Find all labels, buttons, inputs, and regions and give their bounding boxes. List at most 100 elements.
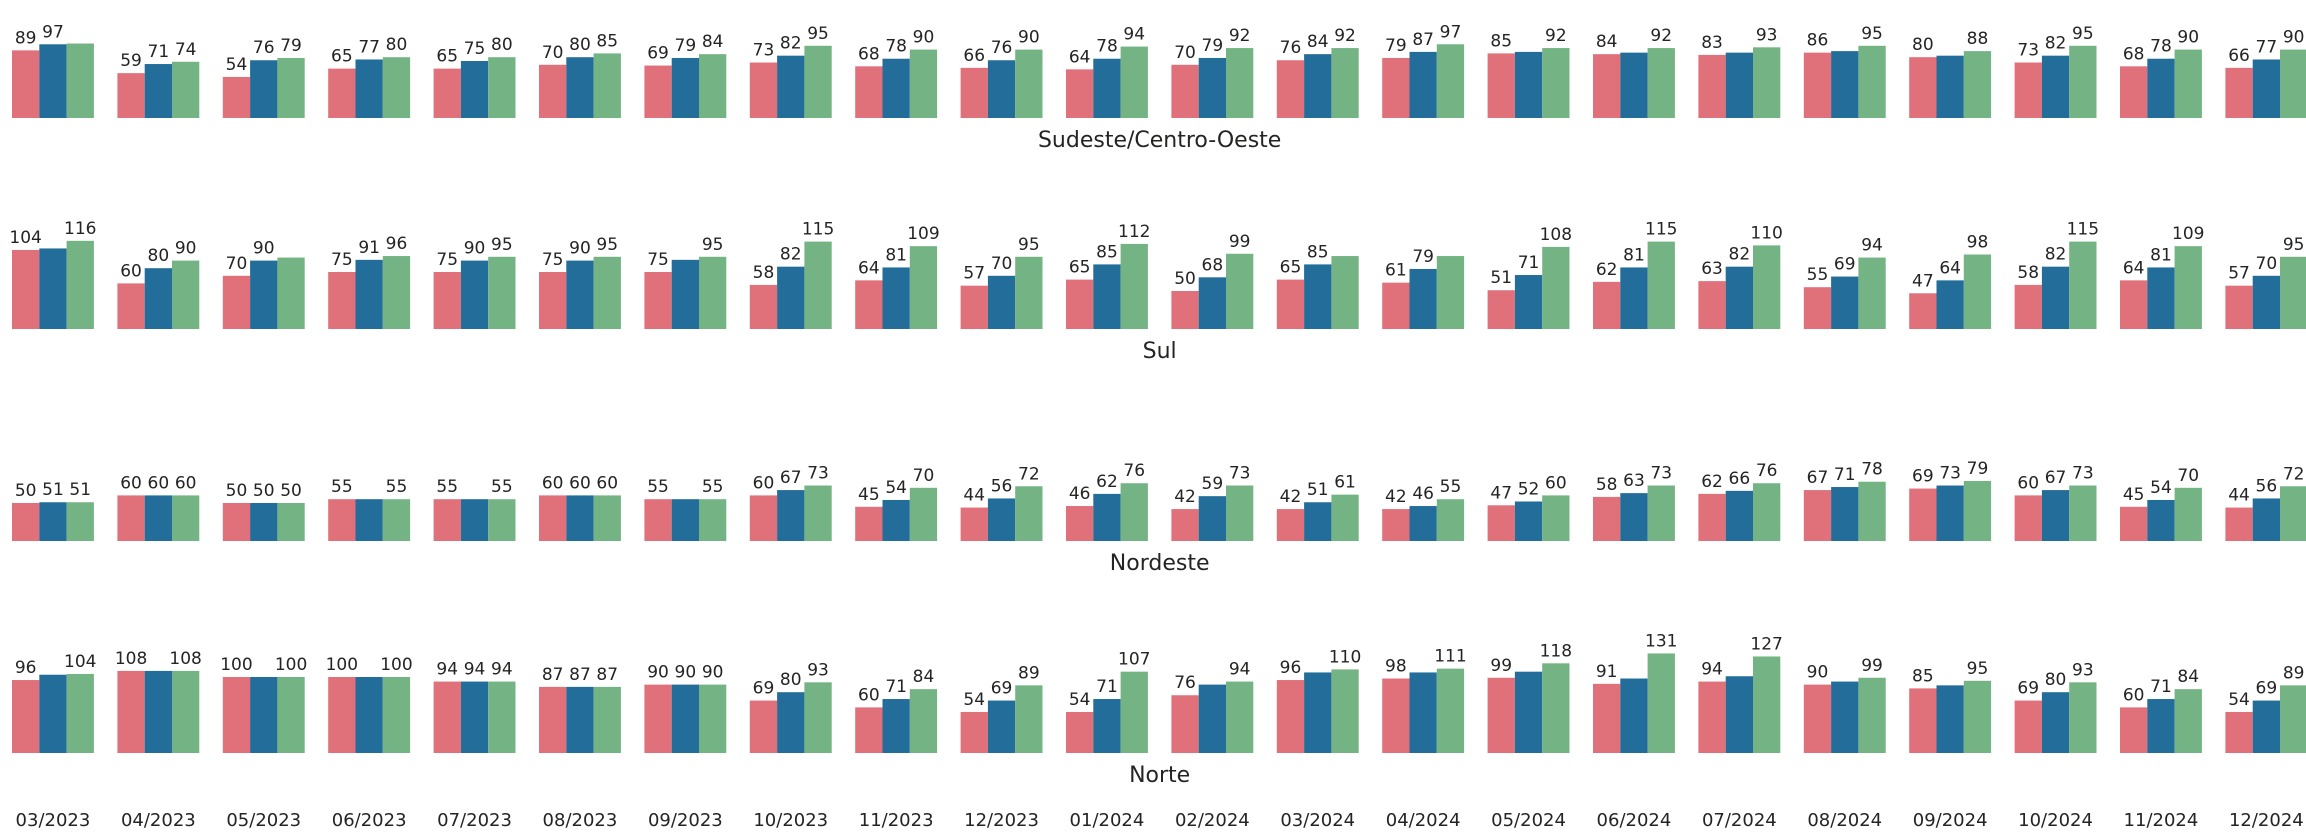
bar [222,503,251,541]
bar [2147,499,2175,541]
data-label: 79 [675,36,697,56]
bar [1725,676,1753,753]
bar [909,689,938,753]
x-tick-label: 09/2024 [1913,810,1988,831]
data-label: 65 [436,47,458,67]
x-tick-label: 08/2024 [1807,810,1882,831]
bar [2174,49,2202,118]
data-label: 83 [1701,33,1723,53]
data-label: 85 [1307,242,1329,262]
data-label: 47 [1490,483,1512,503]
data-label: 66 [1729,469,1751,489]
data-label: 57 [963,264,985,284]
data-label: 70 [2177,466,2199,486]
data-label: 69 [647,44,669,64]
bar [804,682,832,753]
data-label: 91 [358,238,380,258]
bar [1725,266,1753,329]
data-label: 64 [858,258,880,278]
x-tick-label: 01/2024 [1070,810,1145,831]
data-label: 60 [2017,473,2039,493]
bar [987,275,1016,329]
data-label: 60 [569,473,591,493]
data-label: 46 [1069,484,1091,504]
data-label: 96 [1280,658,1302,678]
bar [2041,692,2070,753]
data-label: 93 [2072,660,2094,680]
data-label: 88 [1967,29,1989,49]
x-tick-label: 08/2023 [543,810,618,831]
data-label: 111 [1434,647,1466,667]
bar [172,260,200,329]
data-label: 54 [1069,690,1091,710]
bar [488,256,516,329]
data-label: 94 [1861,236,1883,256]
data-label: 63 [1623,471,1645,491]
data-label: 95 [491,235,513,255]
bar [250,60,278,118]
bar [1304,54,1332,118]
bar [1593,54,1621,118]
bar [2069,682,2097,753]
data-label: 93 [807,660,829,680]
bar [1909,57,1937,118]
bar [1698,281,1726,329]
data-label: 90 [1018,28,1040,48]
data-label: 62 [1596,260,1618,280]
bar [2280,486,2306,541]
data-label: 85 [1912,666,1934,686]
bar [2174,246,2202,329]
bar [433,272,461,329]
bar [1753,47,1781,118]
bar [960,67,988,118]
data-label: 80 [1912,35,1934,55]
data-label: 82 [2045,34,2067,54]
data-label: 71 [1096,677,1118,697]
bar [2280,49,2306,118]
bar [539,64,567,118]
bar [222,677,251,753]
bar [1593,683,1621,753]
bar [566,495,594,541]
x-tick-label: 07/2023 [437,810,512,831]
bar [2225,285,2253,329]
bar [1304,672,1332,753]
data-label: 92 [1650,26,1672,46]
bar [1276,279,1305,329]
bar [1198,684,1226,753]
bar [1015,486,1043,541]
data-label: 71 [885,677,907,697]
data-label: 89 [1018,663,1040,683]
bar [855,506,883,541]
bar [1331,256,1359,329]
bar [1725,490,1753,541]
x-tick-label: 07/2024 [1702,810,1777,831]
bar [644,499,672,541]
bar [2120,280,2148,329]
bar [960,507,988,541]
bar [222,275,251,329]
bar [855,66,883,118]
data-label: 69 [2017,679,2039,699]
bar [66,43,94,118]
bar [1803,684,1832,753]
bar [1698,54,1726,118]
data-label: 67 [780,468,802,488]
data-label: 61 [1385,261,1407,281]
data-label: 91 [1596,662,1618,682]
bar [328,68,356,118]
data-label: 73 [807,464,829,484]
data-label: 82 [780,245,802,265]
data-label: 110 [1329,647,1361,667]
bar [1436,499,1465,541]
data-label: 55 [702,477,724,497]
data-label: 69 [1834,255,1856,275]
bar [1858,45,1886,118]
data-label: 44 [2228,486,2250,506]
bar [2252,700,2280,753]
bar [1936,55,1964,118]
bar [671,499,699,541]
bar [2147,58,2175,118]
bar [12,503,40,541]
bar [1514,501,1543,541]
